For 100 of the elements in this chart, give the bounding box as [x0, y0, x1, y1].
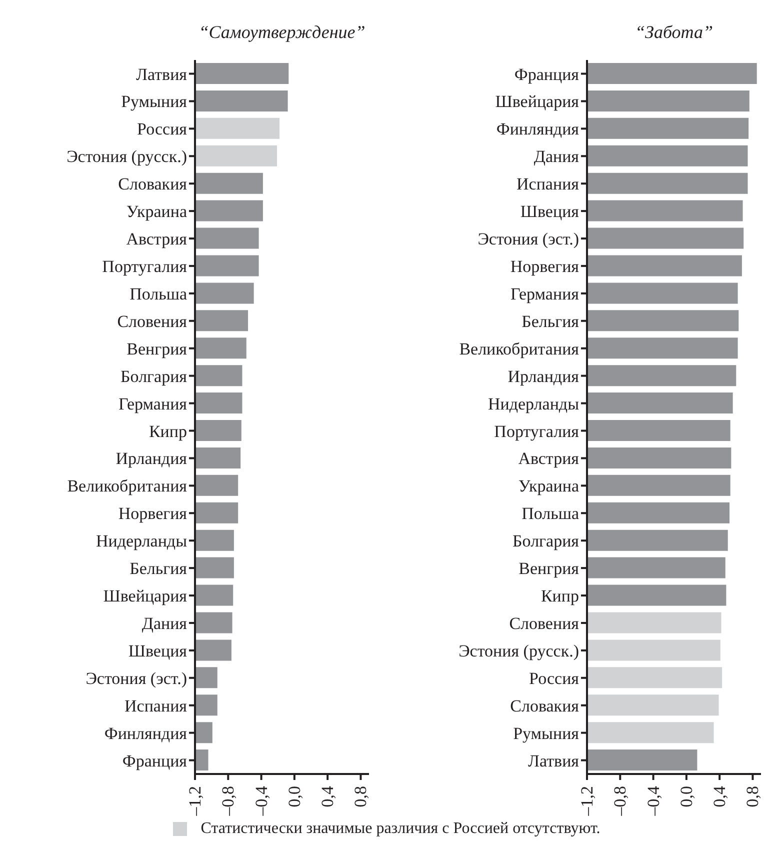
y-tick-label: Испания [124, 696, 188, 716]
x-tick-label: 0,4 [318, 786, 338, 808]
y-tick-label: Финляндия [104, 724, 188, 743]
y-tick-label: Бельгия [130, 559, 188, 578]
y-tick-label: Австрия [518, 449, 580, 468]
y-tick-label: Бельгия [522, 312, 580, 331]
bar [587, 255, 742, 276]
bar [195, 640, 232, 661]
y-tick-label: Нидерланды [96, 532, 188, 551]
x-tick-label: 0,0 [676, 786, 696, 808]
bar [587, 557, 726, 578]
bar [587, 228, 744, 249]
bar [195, 667, 218, 688]
bar [195, 750, 208, 771]
bar [587, 172, 748, 194]
y-tick-label: Эстония (эст.) [86, 668, 187, 688]
y-tick-label: Норвегия [118, 504, 188, 524]
y-tick-label: Болгария [512, 532, 580, 551]
bar [195, 502, 238, 524]
bar [195, 722, 212, 744]
y-tick-label: Кипр [540, 586, 579, 606]
bar [587, 612, 722, 634]
y-tick-label: Румыния [513, 724, 580, 743]
y-tick-label: Великобритания [67, 476, 188, 496]
x-tick-label: 0,8 [351, 786, 370, 808]
y-tick-label: Швеция [128, 641, 188, 660]
bar [195, 118, 280, 139]
bar [195, 392, 242, 414]
y-tick-label: Германия [118, 394, 188, 414]
bar [587, 694, 719, 716]
y-tick-label: Венгрия [126, 339, 188, 358]
y-tick-label: Болгария [120, 366, 188, 386]
bar [587, 420, 730, 441]
y-tick-label: Австрия [126, 230, 188, 249]
y-tick-label: Норвегия [510, 256, 580, 276]
y-tick-label: Франция [514, 64, 580, 84]
y-tick-label: Ирландия [116, 449, 188, 468]
bar [587, 200, 743, 222]
chart-title: “Забота” [634, 22, 714, 43]
x-tick-label: 0,8 [743, 786, 762, 808]
bar [587, 118, 749, 139]
y-tick-label: Эстония (русск.) [458, 641, 579, 660]
x-tick-label: 0,0 [284, 786, 304, 808]
y-tick-label: Венгрия [518, 559, 580, 578]
y-tick-label: Россия [137, 120, 188, 139]
bar [587, 338, 738, 359]
y-tick-label: Эстония (эст.) [478, 230, 579, 249]
bar [587, 145, 748, 166]
bar [587, 90, 750, 112]
bar [195, 200, 263, 222]
bar [195, 90, 288, 112]
y-tick-label: Швейцария [495, 92, 580, 112]
bar [195, 694, 218, 716]
bar [587, 365, 736, 386]
y-tick-label: Нидерланды [488, 394, 580, 414]
y-tick-label: Португалия [494, 422, 580, 441]
y-tick-label: Польша [130, 284, 188, 304]
text: Статистически значимые различия с Россией отсутствуют. [200, 820, 600, 838]
y-tick-label: Румыния [121, 92, 188, 112]
y-tick-label: Испания [516, 174, 580, 194]
y-tick-label: Германия [510, 284, 580, 304]
y-tick-label: Великобритания [459, 339, 580, 358]
y-tick-label: Латвия [136, 64, 188, 84]
bar [587, 63, 757, 84]
y-tick-label: Словакия [118, 174, 188, 194]
bar [587, 447, 732, 468]
x-tick-label: –0,8 [218, 786, 238, 817]
bar [587, 474, 730, 496]
y-tick-label: Эстония (русск.) [66, 147, 187, 166]
bar [587, 750, 698, 771]
y-tick-label: Словения [117, 312, 188, 331]
y-tick-label: Словения [509, 614, 580, 633]
y-tick-label: Финляндия [496, 120, 580, 139]
bar [195, 172, 263, 194]
bar [195, 365, 242, 386]
x-tick-label: –0,4 [644, 786, 663, 817]
bar [195, 584, 234, 606]
y-tick-label: Россия [529, 668, 580, 688]
bar [587, 722, 714, 744]
bar [195, 63, 289, 84]
bar [587, 310, 739, 332]
bar [195, 557, 234, 578]
y-tick-label: Польша [522, 504, 580, 524]
bar [195, 282, 254, 304]
bar [195, 255, 259, 276]
bar [195, 145, 278, 166]
y-tick-label: Ирландия [508, 366, 580, 386]
bar [195, 420, 242, 441]
bar [587, 584, 726, 606]
x-tick-label: –1,2 [186, 786, 204, 817]
y-tick-label: Португалия [102, 256, 188, 276]
x-tick-label: –1,2 [578, 786, 596, 817]
x-tick-label: 0,4 [710, 786, 730, 808]
bar [587, 640, 720, 661]
bar [195, 612, 232, 634]
y-tick-label: Франция [122, 751, 188, 770]
x-tick-label: –0,4 [252, 786, 271, 817]
bar [195, 228, 259, 249]
bar [195, 530, 234, 551]
y-tick-label: Украина [126, 202, 188, 222]
